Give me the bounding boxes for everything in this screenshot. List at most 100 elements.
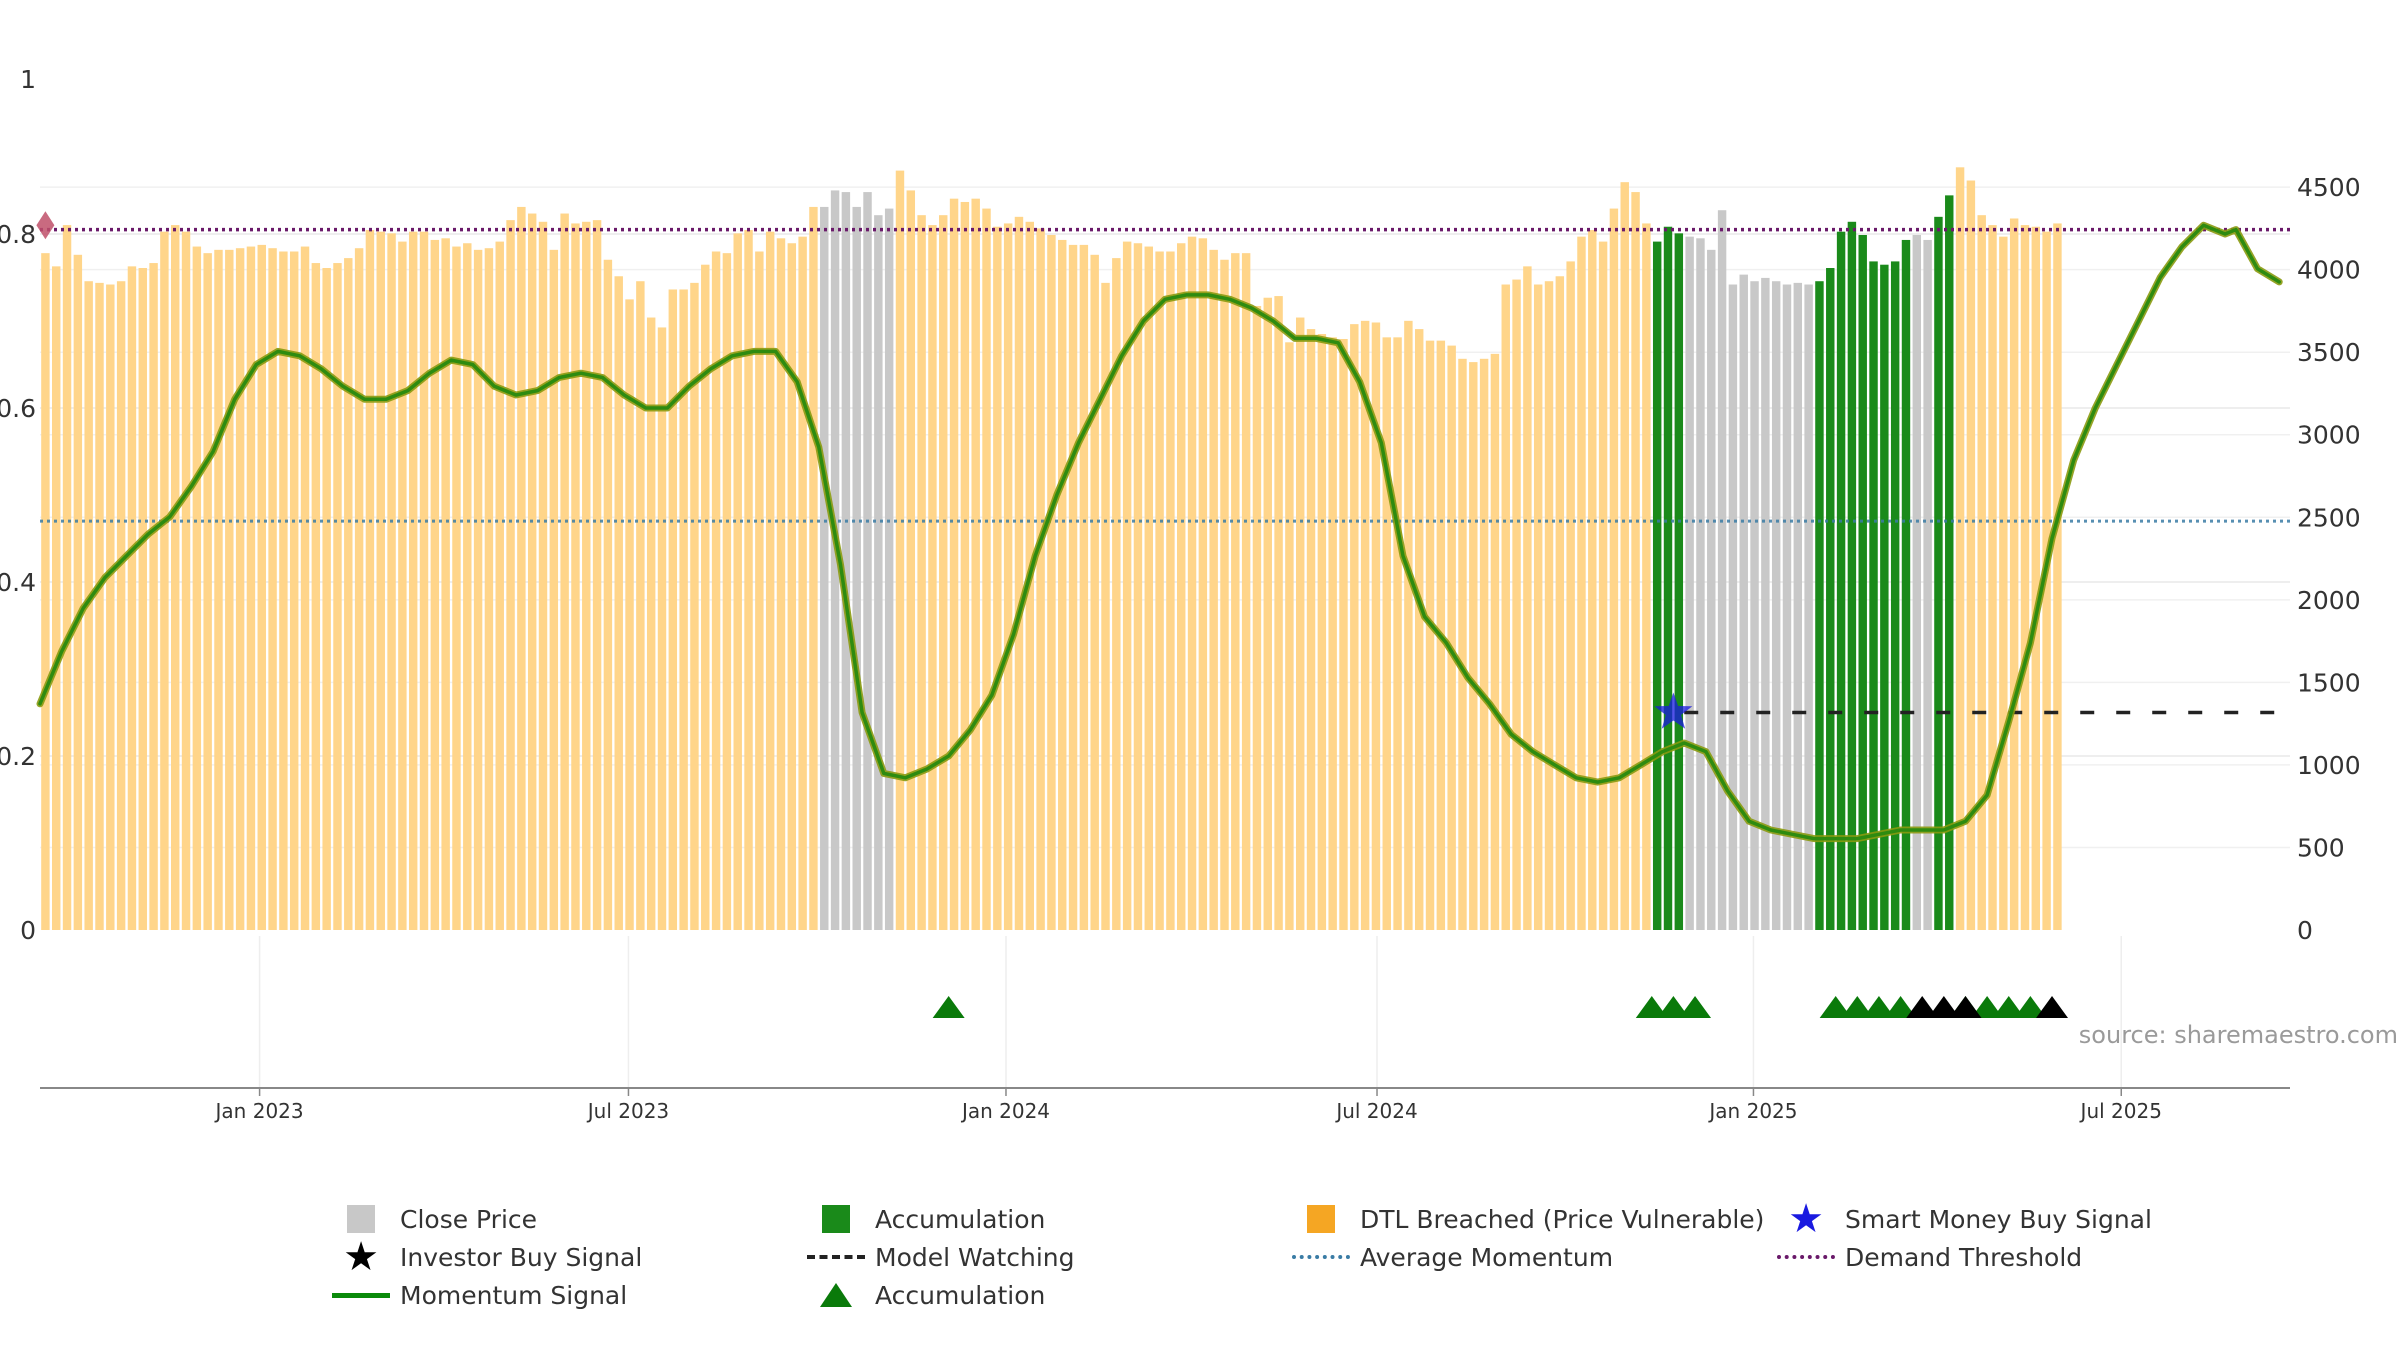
bar-dtl [1382, 337, 1391, 930]
bar-dtl [127, 266, 137, 930]
bar-dtl [1317, 334, 1327, 930]
bar-dtl [441, 238, 450, 930]
bar-accumulation [1847, 221, 1857, 930]
bar-dtl [138, 268, 147, 931]
left-axis-tick-label: 0.8 [0, 220, 36, 249]
bar-dtl [73, 254, 83, 930]
bar-close [1804, 284, 1813, 931]
bar-close [841, 192, 851, 931]
bar-dtl [495, 241, 504, 930]
bar-close [1771, 281, 1781, 930]
bar-dtl [1955, 167, 1965, 931]
bar-dtl [2031, 226, 2041, 931]
bar-dtl [1133, 243, 1143, 931]
right-axis-tick-label: 2000 [2297, 586, 2361, 615]
bar-dtl [1263, 297, 1272, 930]
accumulation-triangle [1841, 996, 1874, 1018]
bars-layer [41, 167, 2062, 931]
bar-close [1912, 234, 1922, 931]
bar-close [1717, 210, 1727, 930]
bar-dtl [1588, 230, 1597, 930]
right-axis-tick-label: 3000 [2297, 421, 2361, 450]
bar-dtl [1393, 337, 1402, 930]
bar-dtl [1036, 228, 1045, 931]
markers-layer [36, 211, 2069, 1018]
bar-close [1739, 274, 1748, 931]
bar-dtl [333, 263, 342, 930]
bar-dtl [300, 246, 310, 930]
bar-dtl [928, 225, 937, 930]
bar-dtl [1112, 258, 1121, 930]
bar-close [1707, 249, 1716, 930]
bar-dtl [1339, 338, 1348, 931]
bar-dtl [1220, 259, 1229, 931]
bar-dtl [1458, 358, 1467, 930]
bar-dtl [571, 223, 580, 930]
bar-dtl [809, 206, 818, 930]
bar-dtl [895, 170, 905, 931]
bar-dtl [1155, 251, 1164, 931]
accumulation-triangle [932, 996, 965, 1018]
bar-dtl [1966, 180, 1976, 930]
bar-dtl [993, 226, 1002, 931]
bar-dtl [722, 253, 732, 930]
bar-accumulation [1663, 226, 1673, 931]
bar-dtl [1566, 261, 1575, 930]
bar-dtl [971, 198, 980, 930]
x-axis-tick-label: Jul 2025 [2079, 1099, 2162, 1123]
x-axis-tick-label: Jan 2023 [214, 1099, 304, 1123]
bar-dtl [1642, 223, 1651, 930]
bar-close [1685, 236, 1694, 931]
bar-dtl [1079, 244, 1089, 930]
bar-dtl [1577, 236, 1586, 931]
accumulation-triangle [1862, 996, 1895, 1018]
bar-dtl [2020, 225, 2030, 930]
bar-dtl [1999, 236, 2008, 931]
bar-dtl [246, 246, 256, 930]
bar-dtl [527, 213, 537, 930]
bar-accumulation [1826, 268, 1835, 931]
bar-dtl [149, 263, 158, 930]
bar-dtl [52, 266, 61, 930]
axes-layer: 0 0.2 0.4 0.6 0.8 1 0 500 1000 1500 2000 2500 3000 35… [0, 65, 2361, 1123]
bar-dtl [1241, 253, 1251, 930]
bar-dtl [289, 251, 299, 931]
bar-dtl [1058, 239, 1067, 931]
bar-close [884, 208, 894, 930]
bar-dtl [1209, 249, 1218, 930]
bar-close [874, 215, 883, 930]
bar-dtl [560, 213, 569, 930]
bar-dtl [625, 299, 634, 931]
bar-dtl [982, 208, 991, 930]
bar-dtl [1414, 329, 1424, 930]
bar-dtl [1620, 182, 1629, 930]
right-axis-tick-label: 1000 [2297, 751, 2361, 780]
bar-dtl [603, 259, 613, 931]
bar-dtl [106, 284, 115, 931]
bar-accumulation [1880, 264, 1889, 930]
bar-dtl [636, 281, 645, 930]
bar-dtl [657, 327, 667, 930]
bar-dtl [1122, 241, 1132, 930]
bar-close [1782, 284, 1792, 931]
bar-dtl [1285, 342, 1294, 930]
bar-dtl [376, 231, 385, 931]
bar-dtl [1166, 251, 1175, 931]
bar-dtl [354, 248, 364, 931]
accumulation-triangle [1635, 996, 1668, 1018]
accumulation-triangle [1679, 996, 1712, 1018]
bar-dtl [517, 206, 526, 930]
bar-close [1923, 239, 1932, 931]
bar-dtl [2009, 218, 2019, 930]
right-axis-tick-label: 4000 [2297, 256, 2361, 285]
bar-accumulation [1945, 195, 1954, 931]
bar-close [1728, 284, 1738, 931]
bar-dtl [1090, 254, 1099, 930]
source-label: source: sharemaestro.com [2079, 1021, 2398, 1049]
bar-dtl [484, 248, 494, 931]
bar-dtl [1988, 225, 1997, 930]
bar-dtl [235, 248, 245, 931]
bar-dtl [1003, 223, 1013, 930]
bar-dtl [463, 243, 472, 931]
